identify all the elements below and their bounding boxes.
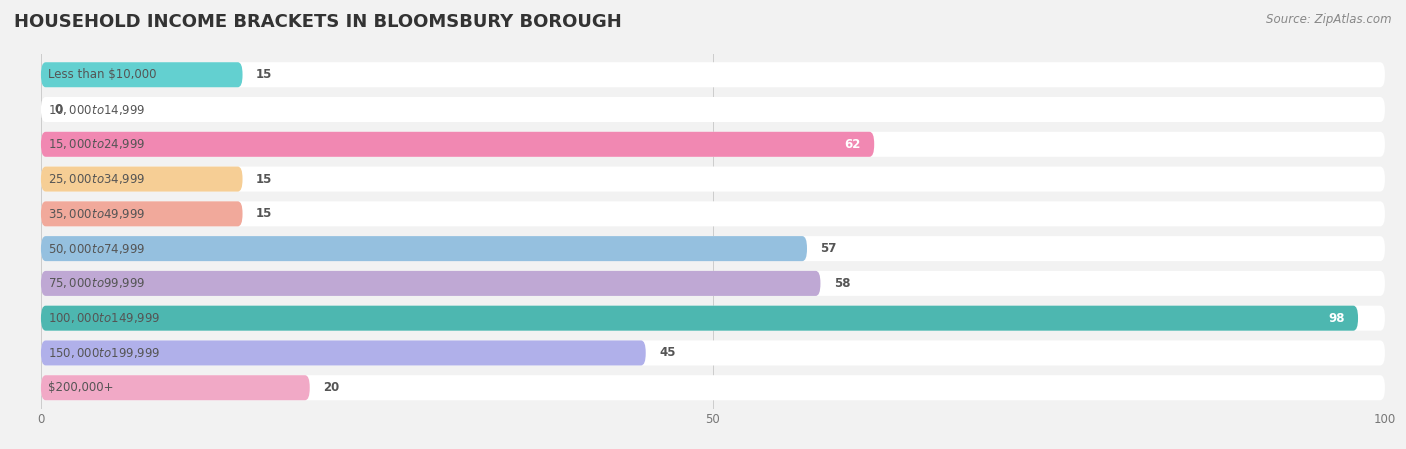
Text: 58: 58 xyxy=(834,277,851,290)
Text: 15: 15 xyxy=(256,172,273,185)
FancyBboxPatch shape xyxy=(41,167,1385,192)
Text: HOUSEHOLD INCOME BRACKETS IN BLOOMSBURY BOROUGH: HOUSEHOLD INCOME BRACKETS IN BLOOMSBURY … xyxy=(14,13,621,31)
FancyBboxPatch shape xyxy=(41,167,243,192)
Text: $75,000 to $99,999: $75,000 to $99,999 xyxy=(48,277,145,291)
Text: 45: 45 xyxy=(659,347,676,360)
Text: $150,000 to $199,999: $150,000 to $199,999 xyxy=(48,346,160,360)
Text: $25,000 to $34,999: $25,000 to $34,999 xyxy=(48,172,145,186)
FancyBboxPatch shape xyxy=(41,132,1385,157)
Text: 15: 15 xyxy=(256,207,273,220)
FancyBboxPatch shape xyxy=(41,375,1385,400)
FancyBboxPatch shape xyxy=(41,62,243,87)
FancyBboxPatch shape xyxy=(41,62,1385,87)
FancyBboxPatch shape xyxy=(41,236,807,261)
FancyBboxPatch shape xyxy=(41,375,309,400)
FancyBboxPatch shape xyxy=(41,97,1385,122)
FancyBboxPatch shape xyxy=(41,201,243,226)
Text: $200,000+: $200,000+ xyxy=(48,381,112,394)
Text: $100,000 to $149,999: $100,000 to $149,999 xyxy=(48,311,160,325)
FancyBboxPatch shape xyxy=(41,236,1385,261)
Text: $15,000 to $24,999: $15,000 to $24,999 xyxy=(48,137,145,151)
Text: 15: 15 xyxy=(256,68,273,81)
Text: $10,000 to $14,999: $10,000 to $14,999 xyxy=(48,102,145,117)
FancyBboxPatch shape xyxy=(41,271,1385,296)
FancyBboxPatch shape xyxy=(41,132,875,157)
FancyBboxPatch shape xyxy=(41,271,821,296)
FancyBboxPatch shape xyxy=(41,340,1385,365)
Text: 57: 57 xyxy=(821,242,837,255)
FancyBboxPatch shape xyxy=(41,201,1385,226)
Text: 62: 62 xyxy=(845,138,860,151)
Text: 20: 20 xyxy=(323,381,339,394)
FancyBboxPatch shape xyxy=(41,306,1385,331)
Text: $35,000 to $49,999: $35,000 to $49,999 xyxy=(48,207,145,221)
Text: Source: ZipAtlas.com: Source: ZipAtlas.com xyxy=(1267,13,1392,26)
Text: $50,000 to $74,999: $50,000 to $74,999 xyxy=(48,242,145,255)
FancyBboxPatch shape xyxy=(41,306,1358,331)
FancyBboxPatch shape xyxy=(41,340,645,365)
Text: Less than $10,000: Less than $10,000 xyxy=(48,68,156,81)
Text: 98: 98 xyxy=(1329,312,1344,325)
Text: 0: 0 xyxy=(55,103,62,116)
